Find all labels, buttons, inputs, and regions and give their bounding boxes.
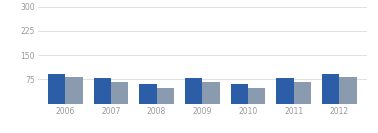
Bar — [202, 82, 220, 104]
Bar — [156, 88, 174, 104]
Bar — [48, 74, 65, 104]
Bar — [231, 84, 248, 104]
Bar — [322, 74, 339, 104]
Bar — [93, 78, 111, 104]
Bar — [294, 82, 311, 104]
Bar — [248, 88, 265, 104]
Bar — [111, 82, 128, 104]
Bar — [185, 78, 202, 104]
Bar — [339, 77, 356, 104]
Bar — [139, 84, 156, 104]
Bar — [276, 78, 294, 104]
Bar — [65, 77, 82, 104]
